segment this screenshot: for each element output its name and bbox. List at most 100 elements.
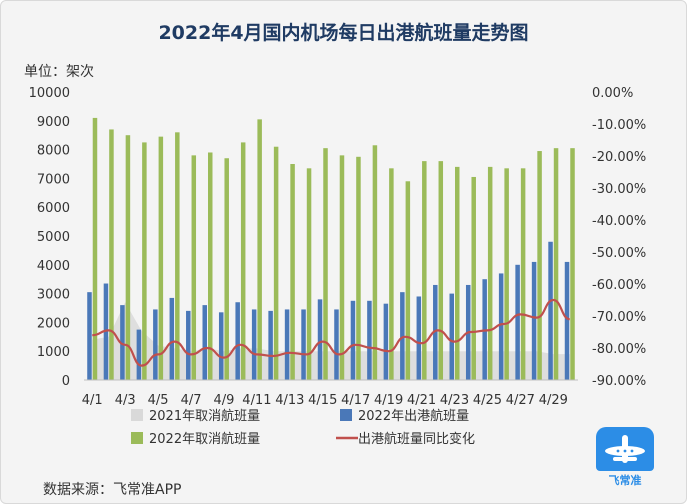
area-2021-cancelled	[92, 302, 570, 380]
bar-2022-outbound	[235, 302, 240, 380]
right-axis-tick: -50.00%	[592, 246, 646, 261]
left-axis-tick: 9000	[37, 115, 70, 130]
bar-2022-outbound	[515, 264, 520, 380]
left-axis-tick: 6000	[37, 201, 70, 216]
bar-2022-outbound	[120, 305, 125, 380]
x-axis-tick: 4/25	[473, 393, 502, 408]
right-axis-tick: -90.00%	[592, 374, 646, 389]
bar-2022-outbound	[251, 309, 257, 380]
bar-2022-cancelled	[290, 164, 295, 380]
x-axis-tick: 4/17	[341, 393, 370, 408]
bar-2022-outbound	[169, 297, 175, 380]
plane-logo-icon: 飞常准	[596, 427, 654, 487]
x-axis-tick: 4/23	[440, 393, 469, 408]
bar-2022-outbound	[136, 329, 142, 380]
bar-2022-outbound	[531, 261, 537, 380]
legend-label: 2022年出港航班量	[358, 408, 469, 424]
bar-2022-outbound	[416, 296, 422, 380]
legend-label: 出港航班量同比变化	[358, 431, 475, 447]
bar-2022-cancelled	[372, 145, 378, 380]
left-axis-tick: 10000	[29, 86, 70, 101]
legend-label: 2021年取消航班量	[149, 408, 260, 424]
bar-2022-outbound	[218, 312, 224, 380]
bar-2022-cancelled	[191, 155, 197, 380]
bar-2022-cancelled	[504, 168, 509, 380]
x-axis-tick: 4/27	[506, 393, 535, 408]
bar-2022-cancelled	[471, 176, 476, 380]
bar-2022-cancelled	[520, 168, 526, 380]
bar-2022-cancelled	[175, 132, 180, 380]
bar-2022-cancelled	[208, 152, 213, 380]
bar-2022-outbound	[449, 293, 454, 380]
logo-badge	[596, 427, 654, 471]
right-axis-tick: -10.00%	[592, 118, 646, 133]
bar-2022-cancelled	[224, 158, 229, 380]
logo-text: 飞常准	[608, 474, 642, 487]
bar-2022-outbound	[284, 309, 290, 380]
unit-label: 单位：架次	[24, 64, 94, 80]
bar-2022-outbound	[334, 309, 339, 380]
bar-2022-outbound	[564, 261, 570, 380]
bar-2022-cancelled	[438, 161, 444, 380]
x-axis-tick: 4/9	[214, 393, 235, 408]
chart-title: 2022年4月国内机场每日出港航班量走势图	[158, 22, 529, 44]
x-axis-tick: 4/7	[181, 393, 202, 408]
bar-2022-outbound	[202, 305, 207, 380]
bar-2022-cancelled	[273, 146, 279, 380]
legend-label: 2022年取消航班量	[149, 431, 260, 447]
left-axis-tick: 7000	[37, 172, 70, 187]
right-axis-tick: -80.00%	[592, 342, 646, 357]
bar-2022-outbound	[383, 303, 389, 380]
x-axis-tick: 4/15	[308, 393, 337, 408]
x-axis-tick: 4/5	[148, 393, 169, 408]
x-axis-tick: 4/29	[539, 393, 568, 408]
data-source-label: 数据来源：飞常准APP	[43, 482, 182, 498]
legend-swatch	[340, 409, 352, 421]
left-axis-tick: 5000	[37, 230, 70, 245]
bar-2022-cancelled	[257, 119, 262, 381]
bar-2022-cancelled	[537, 151, 542, 380]
bar-2022-outbound	[87, 292, 92, 380]
bar-2022-cancelled	[240, 142, 246, 380]
bar-2022-outbound	[153, 309, 158, 380]
bar-2022-cancelled	[405, 181, 411, 380]
bar-2022-cancelled	[356, 156, 361, 380]
left-axis-tick: 3000	[37, 288, 70, 303]
bar-2022-cancelled	[109, 129, 114, 380]
bar-2022-outbound	[548, 241, 553, 380]
right-axis-tick: -60.00%	[592, 278, 646, 293]
legend-swatch	[131, 409, 143, 421]
x-axis-tick: 4/3	[115, 393, 136, 408]
left-axis-tick: 2000	[37, 316, 70, 331]
bar-2022-cancelled	[323, 148, 328, 380]
left-axis-tick: 0	[62, 374, 70, 389]
bar-2022-outbound	[268, 310, 273, 380]
bar-2022-outbound	[367, 300, 372, 380]
x-axis-tick: 4/19	[374, 393, 403, 408]
x-axis-tick: 4/11	[242, 393, 271, 408]
left-axis-tick: 1000	[37, 345, 70, 360]
bar-2022-cancelled	[570, 148, 575, 380]
right-axis-tick: -70.00%	[592, 310, 646, 325]
bar-2022-cancelled	[142, 142, 147, 380]
x-axis-tick: 4/1	[82, 393, 103, 408]
bar-2022-outbound	[433, 284, 438, 380]
line-yoy-change	[92, 298, 571, 367]
bar-2022-outbound	[317, 299, 323, 380]
bar-2022-outbound	[400, 292, 405, 380]
right-axis-tick: -20.00%	[592, 150, 646, 165]
x-axis-tick: 4/13	[275, 393, 304, 408]
bar-2022-cancelled	[455, 166, 460, 380]
bar-2022-cancelled	[487, 166, 493, 380]
x-axis-tick: 4/21	[407, 393, 436, 408]
bar-2022-outbound	[186, 310, 191, 380]
bar-2022-cancelled	[422, 161, 427, 380]
bar-2022-outbound	[350, 300, 356, 380]
bar-2022-cancelled	[92, 117, 98, 381]
bar-2022-cancelled	[306, 168, 312, 380]
bar-2022-cancelled	[339, 155, 345, 380]
airplane-icon	[605, 435, 645, 463]
bar-2022-outbound	[301, 309, 306, 380]
right-axis-tick: -30.00%	[592, 182, 646, 197]
